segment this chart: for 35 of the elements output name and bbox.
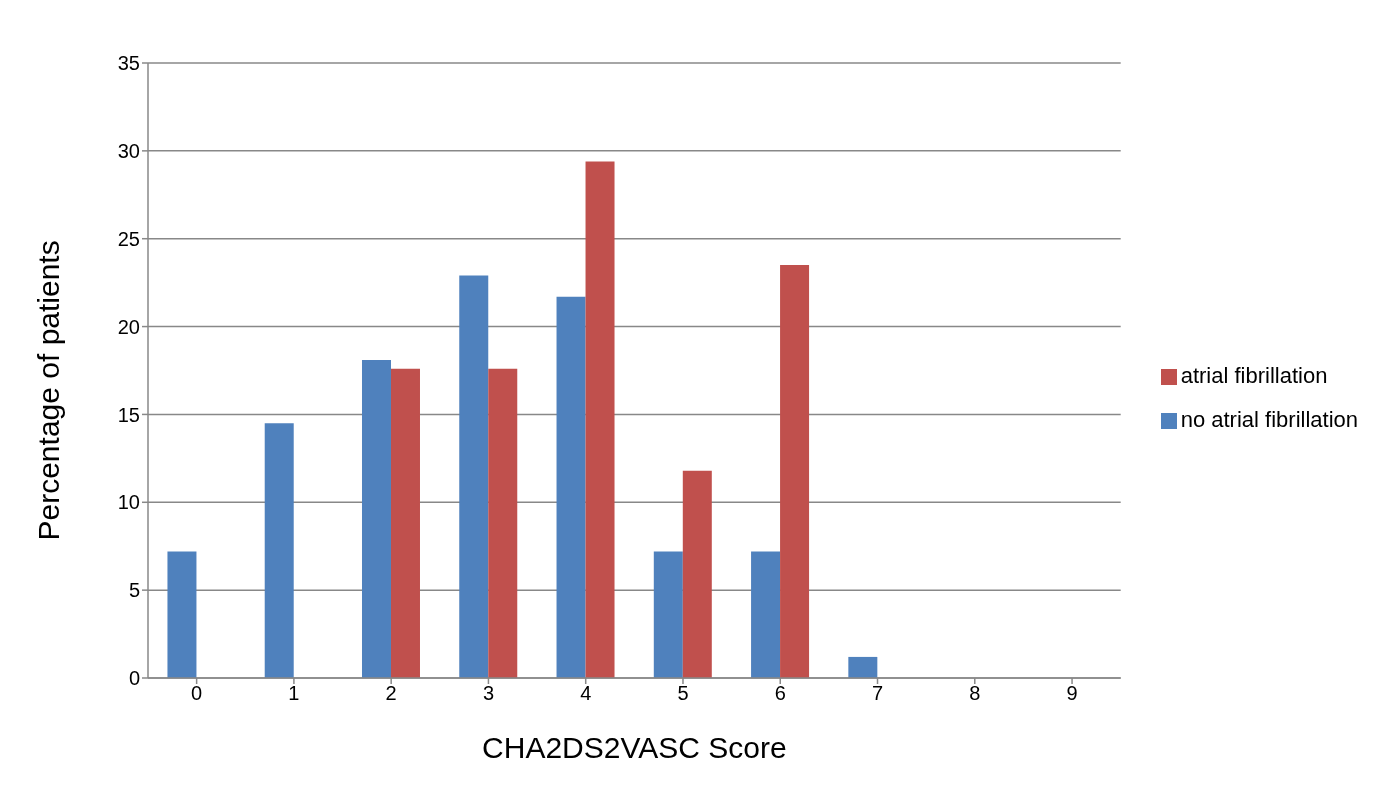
bar — [653, 551, 683, 678]
bar — [848, 656, 878, 678]
x-tick-label: 3 — [482, 682, 494, 705]
y-tick-label: 25 — [117, 227, 140, 250]
y-tick-label: 15 — [117, 403, 140, 426]
bar — [780, 265, 810, 678]
y-tick-label: 5 — [128, 579, 140, 602]
y-tick-label: 20 — [117, 315, 140, 338]
y-tick-label: 35 — [117, 52, 140, 75]
bar — [488, 368, 518, 678]
y-tick-label: 30 — [117, 139, 140, 162]
y-axis-title: Percentage of patients — [31, 240, 65, 541]
x-tick-label: 1 — [288, 682, 300, 705]
y-tick-label: 10 — [117, 491, 140, 514]
legend-label: no atrial fibrillation — [1180, 407, 1358, 432]
bar — [751, 551, 781, 678]
x-tick-label: 2 — [385, 682, 397, 705]
bar — [264, 423, 294, 678]
y-tick-label: 0 — [128, 667, 140, 690]
x-tick-label: 6 — [774, 682, 786, 705]
bar — [167, 551, 197, 678]
bar — [361, 359, 391, 678]
x-tick-label: 0 — [191, 682, 203, 705]
x-tick-label: 8 — [969, 682, 981, 705]
x-tick-label: 7 — [871, 682, 884, 705]
x-tick-label: 9 — [1066, 682, 1078, 705]
legend-label: atrial fibrillation — [1180, 363, 1328, 388]
bar — [556, 296, 586, 678]
x-tick-label: 5 — [677, 682, 689, 705]
bar — [390, 368, 420, 678]
bar — [459, 275, 489, 678]
x-axis-title: CHA2DS2VASC Score — [482, 731, 787, 764]
x-tick-label: 4 — [580, 682, 592, 705]
bar — [682, 470, 712, 678]
bar — [585, 161, 615, 678]
